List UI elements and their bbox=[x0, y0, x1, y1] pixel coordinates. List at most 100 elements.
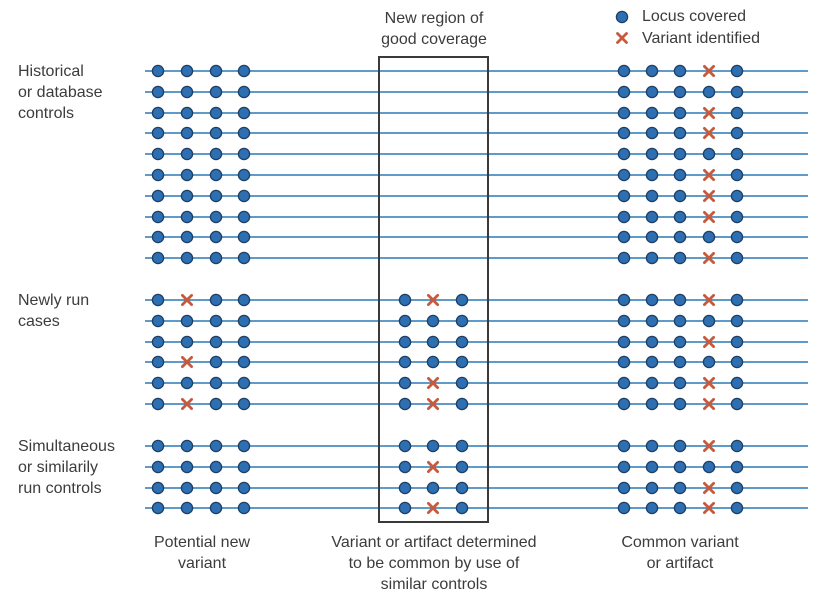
locus-dot-icon bbox=[673, 189, 687, 203]
locus-dot-icon bbox=[209, 126, 223, 140]
locus-dot-icon bbox=[180, 439, 194, 453]
locus-dot-icon bbox=[702, 230, 716, 244]
sample-row bbox=[145, 210, 808, 224]
sample-row bbox=[145, 293, 808, 307]
variant-cross-icon bbox=[703, 335, 715, 349]
locus-dot-icon bbox=[673, 439, 687, 453]
locus-dot-icon bbox=[237, 210, 251, 224]
locus-dot-icon bbox=[209, 230, 223, 244]
locus-dot-icon bbox=[617, 85, 631, 99]
locus-dot-icon bbox=[673, 481, 687, 495]
locus-dot-icon bbox=[398, 501, 412, 515]
locus-dot-icon bbox=[730, 85, 744, 99]
locus-dot-icon bbox=[673, 335, 687, 349]
locus-dot-icon bbox=[730, 168, 744, 182]
locus-dot-icon bbox=[730, 481, 744, 495]
variant-cross-icon bbox=[703, 168, 715, 182]
locus-dot-icon bbox=[209, 106, 223, 120]
locus-dot-icon bbox=[398, 293, 412, 307]
locus-dot-icon bbox=[180, 189, 194, 203]
locus-dot-icon bbox=[237, 376, 251, 390]
locus-dot-icon bbox=[645, 168, 659, 182]
locus-dot-icon bbox=[617, 314, 631, 328]
locus-dot-icon bbox=[455, 376, 469, 390]
locus-dot-icon bbox=[617, 168, 631, 182]
locus-dot-icon bbox=[180, 210, 194, 224]
locus-dot-icon bbox=[151, 230, 165, 244]
variant-cross-icon bbox=[703, 251, 715, 265]
locus-dot-icon bbox=[702, 85, 716, 99]
locus-dot-icon bbox=[645, 106, 659, 120]
locus-dot-icon bbox=[455, 481, 469, 495]
bottom-label-potential-new-variant: Potential new variant bbox=[153, 534, 251, 572]
locus-dot-icon bbox=[645, 85, 659, 99]
variant-cross-icon bbox=[426, 376, 440, 390]
locus-dot-icon bbox=[673, 85, 687, 99]
locus-dot-icon bbox=[180, 251, 194, 265]
locus-dot-icon bbox=[645, 189, 659, 203]
locus-dot-icon bbox=[209, 376, 223, 390]
variant-cross-icon bbox=[703, 293, 715, 307]
sample-row bbox=[145, 376, 808, 390]
locus-dot-icon bbox=[237, 85, 251, 99]
locus-dot-icon bbox=[702, 460, 716, 474]
locus-dot-icon bbox=[151, 501, 165, 515]
locus-dot-icon bbox=[455, 460, 469, 474]
group-label-newly-run-cases: Newly run cases bbox=[18, 292, 90, 330]
locus-dot-icon bbox=[673, 230, 687, 244]
locus-dot-icon bbox=[730, 335, 744, 349]
variant-cross-icon bbox=[703, 439, 715, 453]
locus-dot-icon bbox=[730, 293, 744, 307]
locus-dot-icon bbox=[702, 147, 716, 161]
sample-row bbox=[145, 168, 808, 182]
locus-dot-icon bbox=[237, 397, 251, 411]
locus-dot-icon bbox=[151, 481, 165, 495]
locus-dot-icon bbox=[455, 355, 469, 369]
locus-dot-icon bbox=[645, 481, 659, 495]
locus-dot-icon bbox=[617, 147, 631, 161]
locus-dot-icon bbox=[398, 335, 412, 349]
locus-dot-icon bbox=[398, 481, 412, 495]
locus-dot-icon bbox=[209, 481, 223, 495]
locus-dot-icon bbox=[237, 251, 251, 265]
variant-cross-icon bbox=[703, 210, 715, 224]
sample-row bbox=[145, 189, 808, 203]
locus-dot-icon bbox=[237, 106, 251, 120]
locus-dot-icon bbox=[673, 397, 687, 411]
variant-cross-icon bbox=[180, 293, 194, 307]
locus-dot-icon bbox=[730, 439, 744, 453]
locus-dot-icon bbox=[151, 314, 165, 328]
locus-dot-icon bbox=[702, 314, 716, 328]
sample-row bbox=[145, 126, 808, 140]
variant-cross-icon bbox=[426, 293, 440, 307]
locus-dot-icon bbox=[151, 335, 165, 349]
locus-dot-icon bbox=[617, 481, 631, 495]
variant-cross-icon bbox=[180, 355, 194, 369]
locus-dot-icon bbox=[209, 314, 223, 328]
sample-row bbox=[145, 85, 808, 99]
bottom-label-common-variant: Common variant or artifact bbox=[621, 534, 739, 572]
locus-dot-icon bbox=[180, 314, 194, 328]
locus-dot-icon bbox=[398, 439, 412, 453]
group-label-historical-controls: Historical or database controls bbox=[18, 63, 103, 122]
group-label-simultaneous-controls: Simultaneous or similarily run controls bbox=[18, 438, 115, 497]
locus-dot-icon bbox=[237, 460, 251, 474]
sample-row bbox=[145, 147, 808, 161]
locus-dot-icon bbox=[617, 230, 631, 244]
sample-row bbox=[145, 314, 808, 328]
locus-dot-icon bbox=[617, 106, 631, 120]
locus-dot-icon bbox=[151, 147, 165, 161]
sample-row bbox=[145, 501, 808, 515]
locus-dot-icon bbox=[617, 439, 631, 453]
locus-dot-icon bbox=[673, 64, 687, 78]
locus-dot-icon bbox=[673, 126, 687, 140]
legend bbox=[615, 10, 629, 44]
locus-dot-icon bbox=[209, 189, 223, 203]
locus-dot-icon bbox=[180, 481, 194, 495]
locus-dot-icon bbox=[645, 355, 659, 369]
locus-dot-icon bbox=[151, 293, 165, 307]
locus-dot-icon bbox=[645, 293, 659, 307]
locus-dot-icon bbox=[151, 439, 165, 453]
locus-dot-icon bbox=[730, 501, 744, 515]
